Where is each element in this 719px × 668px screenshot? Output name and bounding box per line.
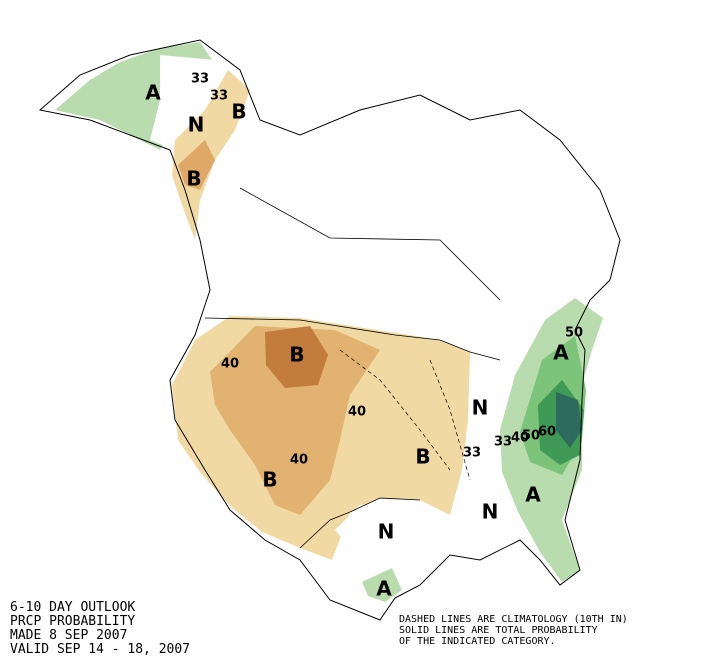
- note-line: OF THE INDICATED CATEGORY.: [399, 636, 556, 647]
- normal-area: [335, 500, 455, 585]
- note-line: SOLID LINES ARE TOTAL PROBABILITY: [399, 625, 598, 636]
- normal-area: [150, 55, 220, 150]
- header-line: MADE 8 SEP 2007: [10, 628, 127, 643]
- region-label: A: [376, 577, 392, 601]
- coastline: [38, 39, 621, 621]
- below-area-40: [210, 326, 380, 515]
- header: 6-10 DAY OUTLOOK PRCP PROBABILITY MADE 8…: [10, 600, 190, 657]
- contour-label: 33: [210, 89, 228, 104]
- contour-label: 60: [538, 425, 556, 440]
- region-label: B: [186, 167, 201, 191]
- contour-label: 40: [348, 405, 366, 420]
- contour-label: 33: [494, 435, 512, 450]
- above-area-70: [556, 392, 582, 448]
- border: [299, 497, 421, 549]
- shading: [55, 42, 603, 602]
- contour-label: 40: [221, 357, 239, 372]
- contour-labels: 33 33 40 40 40 33 33 40 50 60 50: [191, 72, 583, 468]
- region-label: N: [378, 520, 395, 544]
- outlines: [38, 39, 621, 621]
- climatology-line: [429, 359, 471, 481]
- region-label: A: [525, 483, 541, 507]
- region-label: B: [415, 445, 430, 469]
- border: [239, 187, 501, 301]
- contour-label: 40: [290, 453, 308, 468]
- region-label: N: [188, 113, 205, 137]
- climatology-line: [339, 349, 451, 471]
- region-label: B: [289, 343, 304, 367]
- region-label: B: [262, 468, 277, 492]
- above-area: [362, 568, 402, 602]
- header-line: VALID SEP 14 - 18, 2007: [10, 642, 190, 657]
- region-labels: A N B B B B B N N N A A A: [145, 81, 569, 601]
- border: [204, 317, 501, 361]
- header-line: 6-10 DAY OUTLOOK: [10, 600, 135, 615]
- header-line: PRCP PROBABILITY: [10, 614, 135, 629]
- contour-label: 33: [463, 446, 481, 461]
- note: DASHED LINES ARE CLIMATOLOGY (10TH IN) S…: [399, 614, 628, 647]
- contour-label: 50: [522, 429, 540, 444]
- region-label: B: [231, 100, 246, 124]
- below-area-40: [178, 140, 215, 190]
- note-line: DASHED LINES ARE CLIMATOLOGY (10TH IN): [399, 614, 628, 625]
- region-label: A: [145, 81, 161, 105]
- region-label: N: [482, 500, 499, 524]
- contour-label: 33: [191, 72, 209, 87]
- contour-label: 50: [565, 326, 583, 341]
- region-label: A: [553, 341, 569, 365]
- region-label: N: [472, 396, 489, 420]
- below-area-50: [265, 326, 328, 388]
- contour-label: 40: [511, 431, 529, 446]
